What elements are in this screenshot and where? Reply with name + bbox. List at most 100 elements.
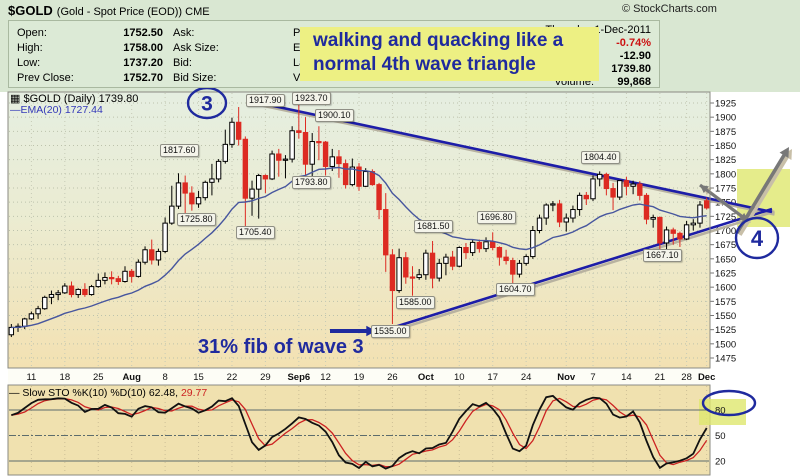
y-axis-label: 1900 bbox=[715, 113, 736, 124]
quote-row: Ask: bbox=[173, 26, 277, 41]
x-axis-label: Dec bbox=[698, 372, 715, 383]
x-axis-label: 28 bbox=[681, 372, 692, 383]
y-axis-label: 1525 bbox=[715, 325, 736, 336]
x-axis-label: 29 bbox=[260, 372, 271, 383]
sto-k-value: 62.48, bbox=[148, 387, 179, 399]
x-axis-label: 15 bbox=[193, 372, 204, 383]
x-axis-label: 24 bbox=[521, 372, 532, 383]
quote-value: 1758.00 bbox=[123, 42, 163, 54]
annotation-arrow bbox=[735, 151, 788, 234]
x-axis-label: 21 bbox=[655, 372, 666, 383]
y-axis-label: 1850 bbox=[715, 141, 736, 152]
x-axis-label: 22 bbox=[227, 372, 238, 383]
y-axis-label: 1475 bbox=[715, 354, 736, 365]
sto-legend: — Slow STO %K(10) %D(10) 62.48, 29.77 bbox=[9, 387, 207, 399]
quote-label: Low: bbox=[17, 57, 41, 69]
x-axis-label: 12 bbox=[320, 372, 331, 383]
x-axis-label: 25 bbox=[93, 372, 104, 383]
quote-row: Prev Close: 1752.70 bbox=[17, 71, 163, 86]
y-axis-label: 1875 bbox=[715, 127, 736, 138]
x-axis-strip bbox=[8, 369, 710, 384]
y-axis-label: 1575 bbox=[715, 297, 736, 308]
sto-legend-label: — Slow STO %K(10) %D(10) bbox=[9, 387, 149, 399]
y-axis-label: 1500 bbox=[715, 339, 736, 350]
quote-value: 1752.70 bbox=[123, 72, 163, 84]
x-axis-label: 11 bbox=[26, 372, 36, 383]
quote-label: Bid: bbox=[173, 57, 192, 69]
quote-row: Open: 1752.50 bbox=[17, 26, 163, 41]
quote-label: Open: bbox=[17, 27, 47, 39]
sto-overbought-ellipse bbox=[701, 389, 757, 417]
y-axis-label: 1650 bbox=[715, 254, 736, 265]
y-axis-label: 1700 bbox=[715, 226, 736, 237]
wave-number: 3 bbox=[201, 93, 213, 116]
main-legend-label: $GOLD (Daily) 1739.80 bbox=[23, 93, 139, 105]
quote-label: Bid Size: bbox=[173, 72, 217, 84]
y-axis-label: 1675 bbox=[715, 240, 736, 251]
triangle-trendline bbox=[384, 207, 773, 332]
percent-change: -0.74% bbox=[616, 37, 651, 49]
quote-value: 1752.50 bbox=[123, 27, 163, 39]
y-axis-label: 1925 bbox=[715, 99, 736, 110]
quote-value: 1737.20 bbox=[123, 57, 163, 69]
sto-highlight bbox=[699, 399, 746, 425]
sto-d-line bbox=[11, 397, 708, 468]
symbol-description: (Gold - Spot Price (EOD)) CME bbox=[56, 6, 210, 18]
copyright-label: © StockCharts.com bbox=[622, 3, 717, 15]
grid: 1475150015251550157516001625165016751700… bbox=[9, 93, 736, 474]
quote-row: Low: 1737.20 bbox=[17, 56, 163, 71]
x-axis-label: Nov bbox=[557, 372, 576, 383]
sto-k-line bbox=[11, 394, 708, 470]
x-axis-label: Sep6 bbox=[287, 372, 310, 383]
annotation-note: walking and quacking like a normal 4th w… bbox=[300, 27, 599, 81]
quote-column: Ask: Ask Size: Bid: Bid Size: bbox=[173, 26, 277, 86]
ema-legend: —EMA(20) 1727.44 bbox=[10, 104, 103, 116]
candlestick-series bbox=[8, 103, 710, 338]
x-axis-label: 8 bbox=[162, 372, 167, 383]
x-axis-label: 10 bbox=[454, 372, 465, 383]
x-axis-label: 17 bbox=[487, 372, 498, 383]
quote-row: High: 1758.00 bbox=[17, 41, 163, 56]
x-axis-label: Oct bbox=[418, 372, 435, 383]
quote-column: Open: 1752.50 High: 1758.00 Low: 1737.20 Prev … bbox=[17, 26, 163, 86]
sto-axis-label: 80 bbox=[715, 406, 726, 417]
annotation-arrow bbox=[738, 153, 791, 236]
quote-label: High: bbox=[17, 42, 43, 54]
wave-circle bbox=[186, 86, 228, 120]
sto-panel-border bbox=[7, 384, 711, 476]
wave-circle bbox=[734, 216, 780, 260]
quote-row: Ask Size: bbox=[173, 41, 277, 56]
x-axis-label: 19 bbox=[354, 372, 365, 383]
main-chart-legend: ▦ $GOLD (Daily) 1739.80 bbox=[10, 92, 138, 105]
x-axis-label: 18 bbox=[60, 372, 71, 383]
y-axis-label: 1725 bbox=[715, 212, 736, 223]
y-axis-label: 1625 bbox=[715, 269, 736, 280]
chart-title: $GOLD (Gold - Spot Price (EOD)) CME bbox=[8, 3, 210, 18]
quote-label: Ask: bbox=[173, 27, 195, 39]
annotation-arrow bbox=[699, 183, 745, 220]
main-plot-border bbox=[7, 91, 711, 369]
x-axis-label: Aug bbox=[122, 372, 141, 383]
y-axis-label: 1550 bbox=[715, 311, 736, 322]
x-axis-label: 14 bbox=[621, 372, 632, 383]
chart-style-icon: ▦ bbox=[10, 93, 21, 105]
x-axis-label: 26 bbox=[387, 372, 398, 383]
ema-line bbox=[11, 166, 707, 329]
y-axis-label: 1775 bbox=[715, 184, 736, 195]
sto-axis-label: 20 bbox=[715, 457, 726, 468]
quote-row: Bid Size: bbox=[173, 71, 277, 86]
y-axis-label: 1825 bbox=[715, 155, 736, 166]
x-axis-label: 7 bbox=[590, 372, 595, 383]
sto-axis-label: 50 bbox=[715, 431, 726, 442]
y-axis-label: 1800 bbox=[715, 169, 736, 180]
y-axis-label: 1600 bbox=[715, 283, 736, 294]
symbol-label: $GOLD bbox=[8, 3, 53, 18]
sto-d-value: 29.77 bbox=[178, 387, 208, 399]
wave-number: 4 bbox=[751, 226, 764, 251]
quote-label: Prev Close: bbox=[17, 72, 74, 84]
quote-label: Ask Size: bbox=[173, 42, 219, 54]
quote-row: Bid: bbox=[173, 56, 277, 71]
fib-annotation: 31% fib of wave 3 bbox=[198, 336, 364, 358]
